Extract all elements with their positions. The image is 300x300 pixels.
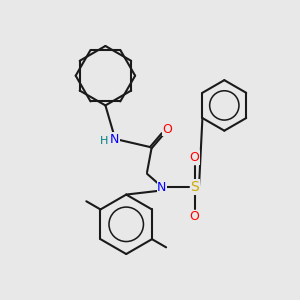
Text: S: S bbox=[190, 180, 199, 194]
Text: H: H bbox=[100, 136, 108, 146]
Text: O: O bbox=[162, 123, 172, 136]
Text: O: O bbox=[190, 151, 200, 164]
Text: N: N bbox=[157, 181, 167, 194]
Text: O: O bbox=[190, 210, 200, 224]
Text: N: N bbox=[110, 133, 119, 146]
